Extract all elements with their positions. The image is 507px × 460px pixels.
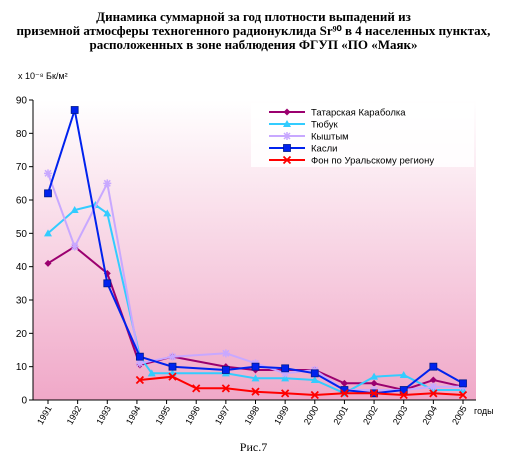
data-point (251, 374, 260, 382)
y-tick-label: 60 (16, 196, 28, 207)
data-point (310, 376, 319, 383)
legend-item: Фон по Уральскому региону (269, 156, 434, 167)
data-point (135, 352, 144, 361)
x-tick-label: 2005 (450, 404, 469, 426)
legend-label: Тюбук (311, 120, 338, 131)
data-point (399, 390, 408, 400)
x-tick-label: 1994 (124, 404, 143, 426)
data-point (251, 387, 260, 396)
y-tick-label: 10 (16, 362, 28, 373)
y-tick-label: 0 (21, 396, 27, 407)
data-point (103, 179, 112, 188)
x-tick-label: 2004 (420, 404, 439, 426)
data-point (281, 369, 290, 378)
data-point (70, 106, 79, 114)
data-point (168, 362, 177, 371)
data-point (44, 259, 52, 267)
data-point (370, 379, 378, 387)
x-tick-label: 1997 (213, 404, 232, 426)
title-line-1: Динамика суммарной за год плотности выпа… (96, 9, 411, 24)
data-point (310, 390, 319, 400)
legend-item: Татарская Караболка (269, 108, 406, 119)
x-tick-label: 1991 (35, 404, 54, 426)
data-point (429, 382, 438, 391)
data-point (168, 352, 177, 361)
data-point (135, 359, 144, 368)
series-line (139, 375, 464, 397)
data-point (399, 386, 408, 394)
x-tick-label: 2003 (391, 404, 410, 426)
data-point (251, 362, 260, 371)
legend-item: Тюбук (269, 120, 338, 131)
x-tick-label: 2001 (331, 404, 350, 426)
data-point (70, 206, 79, 213)
data-point (310, 369, 319, 378)
data-point (369, 389, 379, 398)
data-point (281, 364, 290, 373)
data-point (44, 189, 52, 198)
x-tick-label: 2000 (302, 404, 321, 426)
legend-item: Кыштым (269, 132, 349, 143)
y-tick-label: 40 (16, 262, 28, 273)
series-line (47, 203, 463, 395)
data-point (283, 144, 291, 152)
data-point (103, 209, 112, 217)
series-group (135, 372, 468, 400)
data-point (429, 389, 438, 398)
data-point (370, 372, 379, 380)
x-tick-label: 1998 (243, 404, 262, 426)
y-tick-label: 70 (16, 162, 28, 173)
series-group (44, 106, 467, 398)
data-point (429, 376, 437, 384)
series-line (47, 245, 464, 392)
data-point (281, 374, 290, 382)
x-tick-label: 1996 (183, 404, 202, 426)
data-point (458, 390, 468, 400)
y-tick-label: 20 (16, 329, 28, 340)
data-point (168, 372, 177, 381)
data-point (135, 375, 145, 385)
data-point (221, 384, 230, 393)
data-point (44, 229, 52, 237)
data-point (147, 369, 156, 377)
y-tick-label: 80 (16, 129, 28, 140)
data-point (103, 279, 112, 288)
data-point (283, 132, 291, 140)
x-tick-label: 2002 (361, 404, 380, 426)
x-axis-label: годы (474, 406, 494, 416)
title-line-2: приземной атмосферы техногенного радиону… (16, 23, 491, 38)
data-point (282, 155, 292, 165)
data-point (221, 349, 230, 358)
data-point (70, 242, 79, 251)
x-tick-label: 1995 (154, 404, 173, 426)
series-line (47, 109, 464, 395)
y-axis-label: х 10⁻⁸ Бк/м² (18, 71, 68, 81)
data-point (281, 389, 290, 398)
x-tick-label: 1993 (94, 404, 113, 426)
y-tick-label: 90 (16, 96, 28, 107)
data-point (44, 169, 52, 178)
data-point (221, 366, 230, 374)
y-tick-label: 30 (16, 296, 28, 307)
chart-title: Динамика суммарной за год плотности выпа… (0, 10, 507, 52)
data-point (340, 379, 348, 387)
data-point (283, 120, 291, 127)
x-tick-label: 1992 (65, 404, 84, 426)
x-tick-label: 1999 (272, 404, 291, 426)
data-point (340, 389, 349, 398)
data-point (399, 371, 408, 378)
y-tick-label: 50 (16, 229, 28, 240)
legend-label: Татарская Караболка (311, 108, 406, 119)
data-point (283, 108, 291, 116)
data-point (192, 384, 201, 393)
legend-item: Касли (269, 144, 337, 155)
legend-label: Касли (311, 144, 337, 155)
data-point (459, 379, 467, 388)
title-line-3: расположенных в зоне наблюдения ФГУП «ПО… (89, 37, 418, 52)
figure-caption: Рис.7 (239, 440, 268, 454)
legend-label: Кыштым (311, 132, 349, 143)
data-point (429, 362, 438, 371)
legend-label: Фон по Уральскому региону (311, 156, 434, 167)
